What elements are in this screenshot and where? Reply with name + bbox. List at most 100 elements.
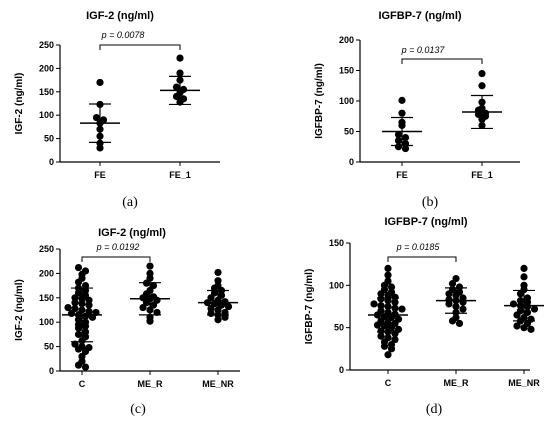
data-point (509, 300, 518, 308)
y-tick-label: 50 (44, 134, 54, 144)
chart-title: IGF-2 (ng/ml) (86, 10, 154, 22)
data-point (448, 317, 457, 325)
y-tick-label: 250 (39, 40, 54, 50)
y-axis-label: IGFBP-7 (ng/ml) (304, 269, 315, 345)
data-point (398, 109, 406, 117)
data-point (377, 290, 385, 298)
data-point (74, 324, 83, 332)
data-point (71, 299, 79, 307)
data-point (478, 82, 486, 90)
chart-title: IGFBP-7 (ng/ml) (378, 10, 461, 22)
significance-bracket (401, 58, 483, 64)
data-point (391, 293, 399, 301)
data-point (81, 363, 90, 371)
data-point (85, 301, 93, 309)
y-tick-label: 200 (339, 35, 354, 45)
x-tick-label: FE_1 (169, 170, 191, 180)
y-tick-label: 0 (339, 365, 344, 375)
significance-bracket (387, 256, 457, 262)
data-point (214, 316, 222, 324)
significance-bracket (99, 44, 181, 50)
data-point (146, 317, 154, 325)
data-point (452, 274, 460, 283)
p-value-annotation: p = 0.0078 (101, 30, 145, 40)
data-point (513, 322, 521, 330)
data-point (64, 303, 72, 312)
chart-title: IGF-2 (ng/ml) (98, 227, 166, 239)
x-tick-label: FE_1 (471, 170, 493, 180)
data-point (176, 69, 184, 77)
data-point (67, 309, 76, 318)
data-point (391, 335, 399, 344)
data-point (74, 345, 83, 353)
data-point (96, 144, 104, 152)
y-tick-label: 0 (349, 157, 354, 167)
data-point (373, 321, 382, 329)
x-tick-label: ME_R (443, 378, 469, 388)
data-point (394, 143, 403, 151)
data-point (401, 134, 410, 142)
x-tick-label: ME_R (137, 379, 163, 389)
data-point (401, 144, 410, 153)
data-point (74, 278, 83, 286)
data-point (96, 78, 104, 87)
x-tick-label: FE (94, 170, 106, 180)
data-point (530, 305, 539, 313)
data-point (74, 330, 83, 338)
panel-caption: (c) (130, 402, 146, 417)
data-point (370, 300, 378, 308)
data-point (391, 298, 399, 306)
x-tick-label: ME_NR (508, 378, 540, 388)
data-point (394, 130, 403, 139)
y-tick-label: 200 (39, 268, 54, 278)
panel-caption: (b) (422, 195, 439, 210)
data-point (172, 83, 181, 91)
data-point (146, 262, 154, 270)
data-point (459, 298, 467, 306)
data-point (527, 325, 535, 333)
y-axis-label: IGF-2 (ng/ml) (14, 73, 25, 135)
data-point (478, 69, 486, 78)
data-point (391, 304, 399, 312)
data-point (398, 305, 406, 313)
y-axis-label: IGF-2 (ng/ml) (14, 279, 25, 341)
y-tick-label: 0 (49, 157, 54, 167)
data-point (445, 300, 453, 308)
data-point (377, 327, 385, 335)
x-tick-label: FE (396, 170, 408, 180)
data-point (92, 113, 101, 122)
y-tick-label: 150 (39, 87, 54, 97)
data-point (513, 311, 521, 319)
data-point (380, 342, 389, 350)
y-tick-label: 250 (39, 244, 54, 254)
data-point (520, 273, 528, 281)
x-tick-label: C (79, 379, 86, 389)
data-point (455, 319, 464, 328)
y-tick-label: 50 (334, 323, 344, 333)
data-point (394, 137, 403, 145)
data-point (387, 345, 396, 353)
data-point (516, 296, 525, 305)
y-tick-label: 100 (39, 110, 54, 120)
data-point (380, 322, 389, 330)
y-tick-label: 200 (39, 63, 54, 73)
p-value-annotation: p = 0.0137 (401, 45, 446, 55)
y-tick-label: 150 (39, 293, 54, 303)
p-value-annotation: p = 0.0192 (96, 242, 140, 252)
y-tick-label: 0 (49, 366, 54, 376)
y-tick-label: 100 (339, 96, 354, 106)
data-point (384, 271, 392, 279)
data-point (224, 302, 233, 311)
y-tick-label: 50 (344, 127, 354, 137)
y-tick-label: 150 (339, 66, 354, 76)
data-point (74, 361, 83, 369)
data-point (384, 351, 392, 359)
data-point (207, 309, 215, 318)
data-point (387, 283, 396, 291)
data-point (516, 290, 525, 298)
data-point (81, 322, 90, 330)
p-value-annotation: p = 0.0185 (396, 242, 441, 252)
data-point (153, 308, 161, 317)
y-tick-label: 50 (44, 342, 54, 352)
